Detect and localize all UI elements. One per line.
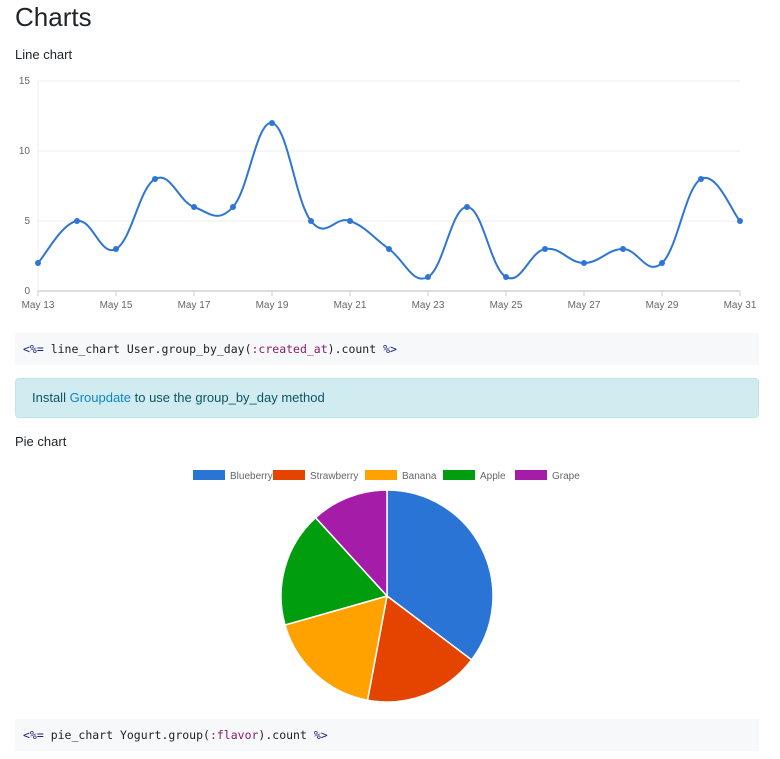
data-point [542,246,548,252]
line-chart-code: <%= line_chart User.group_by_day(:create… [15,333,759,365]
x-tick-label: May 13 [22,300,55,311]
pie-chart-label: Pie chart [15,434,67,449]
code-after: ).count [327,342,384,356]
legend-swatch [193,470,225,480]
legend-label: Apple [480,471,506,482]
erb-close: %> [383,342,397,356]
pie-chart-code: <%= pie_chart Yogurt.group(:flavor).coun… [15,719,759,751]
line-chart: 0 5 10 15 May 13 May 15 May 17 May 19 May 21 May … [19,76,757,311]
legend-swatch [273,470,305,480]
y-tick-label: 0 [24,286,30,297]
y-tick-label: 5 [24,216,30,227]
legend-swatch [365,470,397,480]
data-point [113,246,119,252]
pie-slice [284,594,388,702]
legend-label: Grape [552,471,580,482]
data-point [230,204,236,210]
alert-prefix: Install [32,390,70,405]
alert-suffix: to use the group_by_day method [131,390,325,405]
x-tick-label: May 15 [100,300,133,311]
pie-slice [280,516,389,626]
data-point [425,274,431,280]
erb-open: <%= [23,342,44,356]
code-symbol: :created_at [251,342,328,356]
legend-label: Banana [402,471,437,482]
x-tick-label: May 25 [490,300,523,311]
x-tick-label: May 23 [412,300,445,311]
data-point [737,218,743,224]
legend-label: Blueberry [230,471,273,482]
erb-close: %> [313,728,328,742]
code-body: line_chart User.group_by_day( [43,342,252,356]
legend-swatch [443,470,475,480]
page-title: Charts [15,2,92,32]
data-point [503,274,509,280]
series-line [37,122,741,280]
code-after: ).count [258,728,314,742]
groupdate-link[interactable]: Groupdate [69,390,132,405]
x-tick-label: May 21 [334,300,367,311]
x-tick-label: May 27 [568,300,601,311]
data-point [464,204,470,210]
pie-slice [366,594,473,703]
legend-swatch [515,470,547,480]
data-point [35,260,41,266]
data-point [386,246,392,252]
erb-open: <%= [23,728,44,742]
code-symbol: :flavor [209,728,259,742]
data-point [581,260,587,266]
data-point [191,204,197,210]
data-point [152,176,158,182]
x-tick-label: May 19 [256,300,289,311]
data-point [308,218,314,224]
data-point [620,246,626,252]
pie-slice [314,489,388,598]
x-tick-label: May 17 [178,300,211,311]
legend-label: Strawberry [310,471,358,482]
data-point [269,120,275,126]
pie-slice [386,489,494,661]
x-tick-label: May 31 [724,300,757,311]
y-tick-label: 10 [19,146,31,157]
data-point [698,176,704,182]
line-chart-label: Line chart [15,47,73,62]
data-point [347,218,353,224]
data-point [659,260,665,266]
groupdate-alert: Install Groupdate to use the group_by_da… [15,378,759,418]
x-tick-label: May 29 [646,300,679,311]
data-point [74,218,80,224]
code-body: pie_chart Yogurt.group( [43,728,210,742]
y-tick-label: 15 [19,76,31,87]
